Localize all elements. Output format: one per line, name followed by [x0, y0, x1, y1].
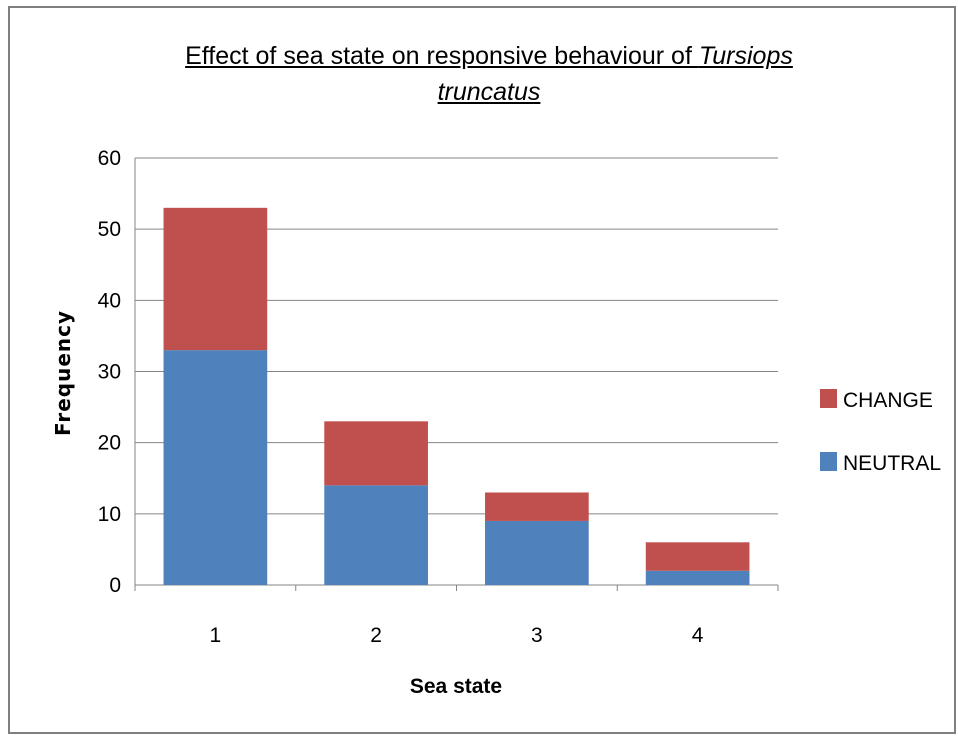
y-tick-label-20: 20: [98, 432, 121, 455]
bar-change-4: [645, 542, 750, 571]
chart-title-part-3: truncatus: [437, 78, 541, 106]
y-tick-label-0: 0: [109, 574, 121, 597]
y-axis-label: Frequency: [51, 310, 75, 436]
y-tick-label-40: 40: [98, 289, 121, 312]
bar-neutral-2: [324, 485, 428, 585]
x-tick-label-1: 1: [210, 624, 222, 647]
chart-title-part-2: Tursiops: [698, 42, 793, 70]
bar-neutral-3: [485, 520, 589, 585]
bar-neutral-4: [645, 570, 750, 585]
legend-label-change: CHANGE: [843, 389, 933, 412]
chart-title: Effect of sea state on responsive behavi…: [0, 38, 958, 110]
y-tick-label-50: 50: [98, 218, 121, 241]
y-tick-label-60: 60: [98, 147, 121, 170]
x-axis-label: Sea state: [410, 675, 502, 698]
bar-change-2: [324, 421, 428, 486]
legend-label-neutral: NEUTRAL: [843, 452, 941, 475]
legend-swatch-change: [820, 389, 837, 408]
legend-swatch-neutral: [820, 452, 837, 471]
x-tick-label-2: 2: [370, 624, 382, 647]
x-tick-label-3: 3: [531, 624, 543, 647]
bar-change-1: [163, 207, 268, 351]
bar-neutral-1: [163, 350, 268, 585]
y-tick-label-30: 30: [98, 361, 121, 384]
chart-title-part-1: Effect of sea state on responsive behavi…: [185, 42, 699, 70]
x-tick-label-4: 4: [692, 624, 704, 647]
y-tick-label-10: 10: [98, 503, 121, 526]
bar-change-3: [485, 492, 589, 521]
